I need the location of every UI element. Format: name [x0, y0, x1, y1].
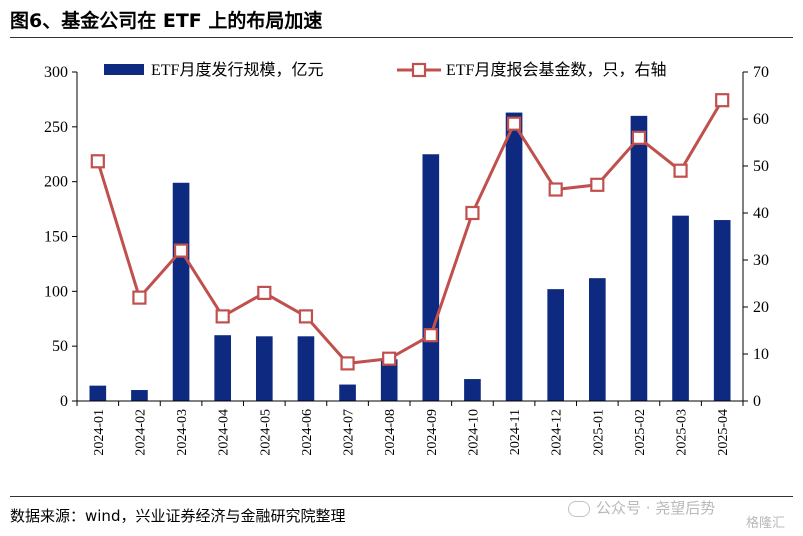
- line-marker: [423, 328, 438, 343]
- right-axis-tick-label: 0: [753, 393, 761, 410]
- line-marker: [673, 163, 688, 178]
- source-note: 数据来源：wind，兴业证券经济与金融研究院整理: [10, 507, 346, 525]
- x-axis-tick-label: 2024-07: [342, 409, 357, 456]
- line-marker: [132, 290, 147, 305]
- right-y-axis: 0 10 20 30 40 50 60 70: [742, 64, 769, 410]
- x-axis-tick-label: 2024-04: [217, 409, 232, 456]
- legend-bar-swatch: [104, 64, 144, 75]
- right-axis-tick-label: 10: [753, 346, 769, 363]
- bar: [255, 336, 273, 401]
- bar: [547, 289, 565, 401]
- left-axis-tick-label: 150: [44, 229, 68, 246]
- x-axis-tick-label: 2024-09: [425, 409, 440, 456]
- chart-title: 图6、基金公司在 ETF 上的布局加速: [10, 10, 323, 32]
- line-marker: [215, 309, 230, 324]
- line-marker: [715, 93, 730, 108]
- x-axis-tick-label: 2024-08: [383, 409, 398, 456]
- line-marker: [298, 309, 314, 324]
- line-marker: [173, 243, 189, 258]
- line-marker: [340, 356, 355, 371]
- top-divider: [10, 37, 793, 38]
- left-axis-tick-label: 50: [52, 338, 68, 355]
- x-axis-tick-label: 2025-03: [675, 409, 690, 456]
- line-marker: [90, 154, 105, 169]
- x-axis-tick-label: 2024-01: [92, 409, 107, 456]
- x-axis-tick-label: 2024-06: [300, 409, 315, 456]
- bar: [297, 336, 315, 401]
- watermark-text: 公众号 · 尧望后势: [596, 499, 716, 517]
- x-axis-tick-label: 2024-03: [175, 409, 190, 456]
- left-axis-tick-label: 200: [44, 174, 68, 191]
- right-axis-tick-label: 50: [753, 158, 769, 175]
- x-axis-tick-label: 2025-04: [716, 409, 731, 456]
- line-marker: [631, 130, 647, 145]
- bar: [672, 215, 689, 401]
- left-axis-tick-label: 250: [44, 119, 68, 136]
- line-series: [90, 93, 730, 371]
- left-y-axis: 0 50 100 150 200 250 300: [44, 64, 78, 410]
- left-axis-tick-label: 300: [44, 64, 68, 81]
- line-marker: [465, 205, 480, 221]
- bar: [339, 384, 356, 401]
- right-axis-tick-label: 70: [753, 64, 769, 81]
- x-axis-tick-label: 2024-12: [550, 409, 565, 456]
- bar: [713, 220, 731, 401]
- legend-line-label: ETF月度报会基金数，只，右轴: [446, 61, 666, 79]
- x-axis-tick-label: 2025-01: [591, 409, 606, 456]
- line-marker: [506, 116, 522, 131]
- wechat-icon: [568, 500, 590, 517]
- left-axis-tick-label: 0: [60, 393, 68, 410]
- x-axis-tick-label: 2024-02: [133, 409, 148, 456]
- x-axis-tick-label: 2024-05: [258, 409, 273, 456]
- bar: [89, 385, 107, 401]
- right-axis-tick-label: 30: [753, 252, 769, 269]
- bar: [505, 112, 523, 402]
- bar: [172, 182, 190, 401]
- bar: [464, 379, 481, 401]
- line-path: [96, 99, 724, 365]
- badge: 格隆汇: [746, 516, 786, 531]
- line-marker: [590, 177, 605, 192]
- bar: [422, 154, 440, 401]
- watermark: 公众号 · 尧望后势: [568, 497, 715, 518]
- bar: [380, 359, 398, 401]
- legend-bar-label: ETF月度发行规模，亿元: [151, 61, 323, 79]
- x-axis: 2024-01 2024-02 2024-03 2024-04 2024-05 2024-…: [76, 400, 744, 456]
- bottom-divider: [10, 496, 793, 497]
- bar: [131, 390, 148, 401]
- right-axis-tick-label: 20: [753, 299, 769, 316]
- bar: [588, 278, 606, 401]
- right-axis-tick-label: 60: [753, 111, 769, 128]
- line-marker: [382, 351, 397, 366]
- bar: [630, 115, 648, 401]
- chart: 0 50 100 150 200 250 300 0 10 20 30 40 50 60 70 2024-…: [44, 61, 769, 456]
- line-marker: [548, 182, 563, 197]
- line-marker: [257, 285, 272, 300]
- x-axis-tick-label: 2024-11: [508, 409, 523, 455]
- legend-line-marker: [411, 62, 427, 78]
- left-axis-tick-label: 100: [44, 283, 68, 300]
- x-axis-tick-label: 2024-10: [466, 409, 481, 456]
- x-axis-tick-label: 2025-02: [633, 409, 648, 456]
- right-axis-tick-label: 40: [753, 205, 769, 222]
- bar: [214, 335, 232, 401]
- legend: ETF月度发行规模，亿元 ETF月度报会基金数，只，右轴: [104, 61, 666, 79]
